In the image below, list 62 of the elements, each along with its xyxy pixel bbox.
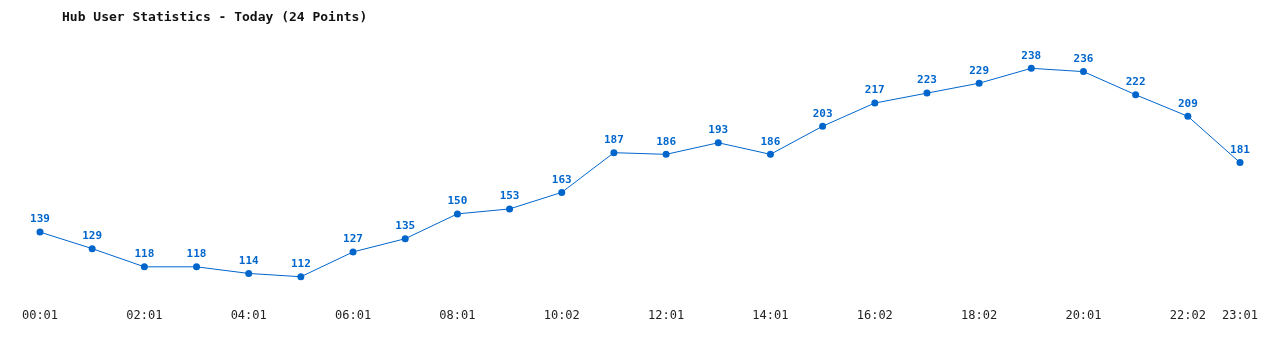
point	[871, 99, 879, 107]
point	[1184, 112, 1192, 120]
chart-title: Hub User Statistics - Today (24 Points)	[62, 9, 368, 24]
x-tick-label: 22:02	[1169, 307, 1206, 322]
point	[453, 210, 461, 218]
point	[975, 79, 983, 87]
data-label: 187	[603, 133, 624, 147]
x-tick-label: 10:02	[543, 307, 580, 322]
data-label: 112	[290, 257, 311, 271]
x-tick-label: 20:01	[1065, 307, 1102, 322]
point	[819, 122, 827, 130]
point	[923, 89, 931, 97]
data-label: 163	[551, 172, 572, 186]
x-tick-label: 14:01	[752, 307, 789, 322]
point	[36, 228, 44, 236]
data-label: 236	[1073, 51, 1094, 65]
data-label: 127	[343, 232, 363, 246]
data-label: 193	[708, 123, 729, 137]
point	[506, 205, 514, 213]
point	[88, 245, 96, 253]
x-tick-label: 06:01	[334, 307, 372, 322]
data-label: 186	[760, 134, 781, 148]
data-label: 238	[1021, 48, 1042, 62]
point	[714, 139, 722, 147]
data-label: 222	[1125, 75, 1146, 89]
data-label: 153	[499, 189, 520, 203]
data-label: 186	[656, 134, 677, 148]
point	[245, 269, 253, 277]
x-tick-label: 18:02	[961, 307, 998, 322]
point	[1027, 64, 1035, 72]
point	[297, 273, 305, 281]
data-label: 118	[186, 247, 207, 261]
x-tick-label: 00:01	[21, 307, 59, 322]
point	[662, 150, 670, 158]
data-label: 139	[30, 212, 50, 226]
point	[558, 188, 566, 196]
data-label: 129	[82, 228, 103, 242]
point	[1132, 91, 1140, 99]
x-tick-label: 23:01	[1221, 307, 1259, 322]
x-tick-label: 08:01	[439, 307, 476, 322]
data-label: 135	[395, 219, 416, 233]
x-tick-label: 04:01	[230, 307, 267, 322]
data-label: 203	[812, 106, 833, 120]
data-label: 229	[969, 63, 990, 77]
x-tick-label: 12:01	[648, 307, 685, 322]
data-label: 217	[864, 83, 885, 97]
point	[193, 263, 201, 271]
point	[766, 150, 774, 158]
data-label: 114	[238, 253, 259, 267]
point	[1079, 68, 1087, 76]
point	[140, 263, 148, 271]
data-label: 209	[1177, 96, 1198, 110]
data-label: 118	[134, 247, 155, 261]
x-tick-label: 16:02	[856, 307, 893, 322]
data-label: 181	[1230, 142, 1251, 156]
x-tick-label: 02:01	[126, 307, 163, 322]
data-label: 223	[917, 73, 937, 87]
point	[349, 248, 357, 256]
point	[401, 235, 409, 243]
point	[610, 149, 618, 157]
data-label: 150	[447, 194, 468, 208]
point	[1236, 159, 1244, 167]
